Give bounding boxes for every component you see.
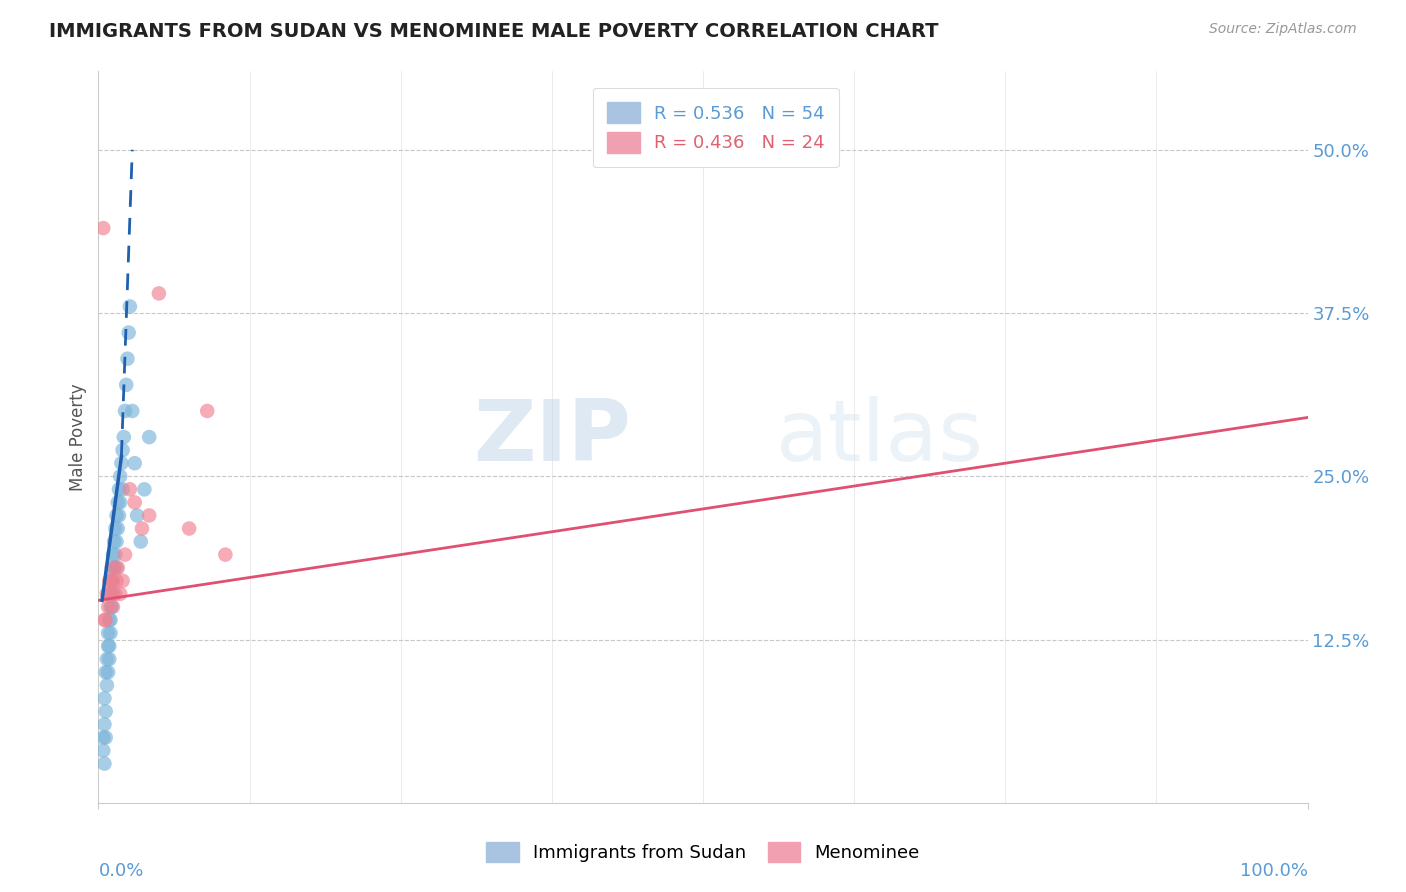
Point xyxy=(195,404,218,418)
Point xyxy=(94,731,117,745)
Point xyxy=(105,560,128,574)
Point xyxy=(101,587,124,601)
Point xyxy=(93,613,115,627)
Point xyxy=(107,521,129,535)
Point xyxy=(94,665,117,680)
Point xyxy=(97,665,120,680)
Point xyxy=(131,521,153,535)
Point xyxy=(100,626,122,640)
Point xyxy=(112,430,135,444)
Point xyxy=(108,483,131,497)
Point xyxy=(118,300,141,314)
Point xyxy=(93,717,115,731)
Point xyxy=(118,326,141,340)
Point xyxy=(105,574,128,588)
Point xyxy=(124,495,146,509)
Point xyxy=(96,678,118,692)
Point xyxy=(103,560,125,574)
Text: atlas: atlas xyxy=(776,395,984,479)
Point xyxy=(107,495,129,509)
Point xyxy=(100,574,122,588)
Point xyxy=(115,377,138,392)
Legend: R = 0.536   N = 54, R = 0.436   N = 24: R = 0.536 N = 54, R = 0.436 N = 24 xyxy=(592,87,839,168)
Point xyxy=(108,469,131,483)
Point xyxy=(100,574,122,588)
Point xyxy=(129,534,152,549)
Point xyxy=(100,599,122,614)
Point xyxy=(114,404,136,418)
Point xyxy=(94,613,117,627)
Point xyxy=(91,731,114,745)
Point xyxy=(100,587,122,601)
Point xyxy=(104,548,127,562)
Text: 100.0%: 100.0% xyxy=(1240,862,1308,880)
Point xyxy=(93,756,115,771)
Text: ZIP: ZIP xyxy=(472,395,630,479)
Point xyxy=(104,587,127,601)
Point xyxy=(108,508,131,523)
Point xyxy=(97,599,120,614)
Legend: Immigrants from Sudan, Menominee: Immigrants from Sudan, Menominee xyxy=(479,834,927,870)
Point xyxy=(97,639,120,653)
Point xyxy=(110,456,132,470)
Point xyxy=(121,404,143,418)
Point xyxy=(97,626,120,640)
Point xyxy=(100,599,122,614)
Point xyxy=(100,613,122,627)
Point xyxy=(214,548,236,562)
Point xyxy=(98,652,121,666)
Point xyxy=(138,430,160,444)
Point xyxy=(108,587,131,601)
Point xyxy=(104,521,127,535)
Point xyxy=(100,587,122,601)
Point xyxy=(98,574,121,588)
Point xyxy=(96,652,118,666)
Point xyxy=(179,521,201,535)
Point xyxy=(107,560,129,574)
Point xyxy=(108,495,131,509)
Point xyxy=(105,534,128,549)
Point xyxy=(103,534,125,549)
Point xyxy=(111,483,134,497)
Point xyxy=(148,286,170,301)
Point xyxy=(105,508,128,523)
Point xyxy=(101,574,124,588)
Point xyxy=(118,483,141,497)
Point xyxy=(127,508,149,523)
Point xyxy=(111,574,134,588)
Text: Source: ZipAtlas.com: Source: ZipAtlas.com xyxy=(1209,22,1357,37)
Point xyxy=(91,221,114,235)
Point xyxy=(101,599,124,614)
Text: IMMIGRANTS FROM SUDAN VS MENOMINEE MALE POVERTY CORRELATION CHART: IMMIGRANTS FROM SUDAN VS MENOMINEE MALE … xyxy=(49,22,939,41)
Point xyxy=(100,560,122,574)
Point xyxy=(117,351,139,366)
Point xyxy=(98,613,121,627)
Point xyxy=(124,456,146,470)
Point xyxy=(134,483,156,497)
Point xyxy=(94,705,117,719)
Text: 0.0%: 0.0% xyxy=(98,862,143,880)
Point xyxy=(103,560,125,574)
Point xyxy=(93,691,115,706)
Point xyxy=(98,639,121,653)
Point xyxy=(101,548,124,562)
Y-axis label: Male Poverty: Male Poverty xyxy=(69,384,87,491)
Point xyxy=(96,587,118,601)
Point xyxy=(114,548,136,562)
Point xyxy=(138,508,160,523)
Point xyxy=(91,743,114,757)
Point xyxy=(111,443,134,458)
